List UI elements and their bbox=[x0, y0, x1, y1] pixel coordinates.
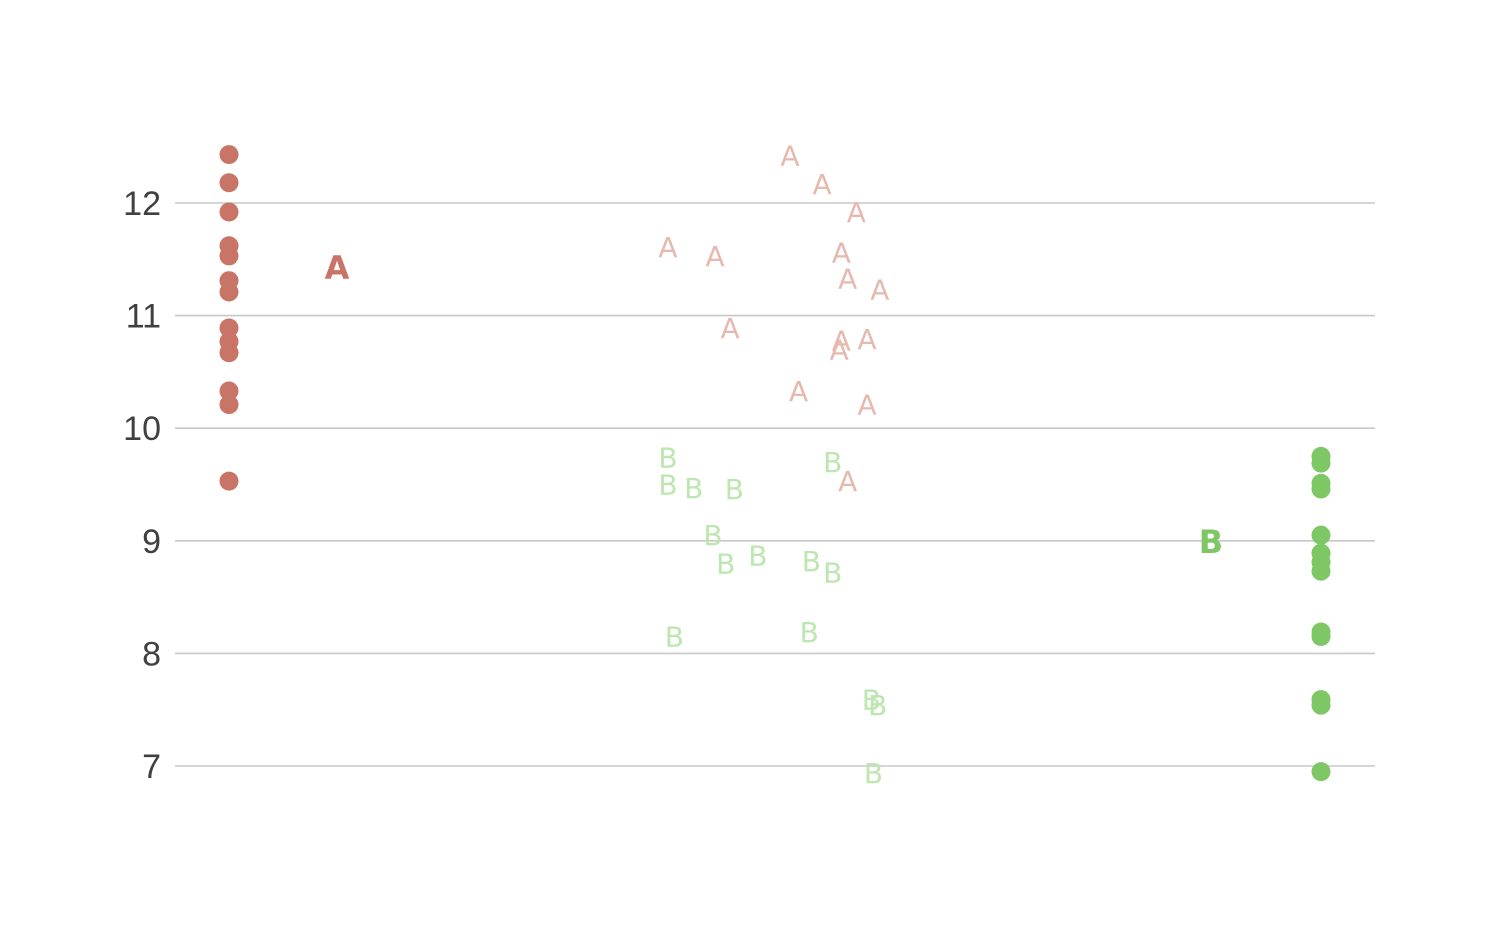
strip-point-A-10 bbox=[219, 381, 239, 401]
scatter-label-B-2: B bbox=[684, 472, 703, 505]
scatter-label-A-7: A bbox=[838, 262, 857, 295]
strip-point-A-11 bbox=[219, 395, 239, 415]
scatter-label-B-5: B bbox=[716, 547, 735, 580]
scatter-label-A-11: A bbox=[830, 333, 849, 366]
scatter-label-A-5: A bbox=[847, 196, 866, 229]
strip-point-A-9 bbox=[219, 343, 239, 363]
strip-point-A-0 bbox=[219, 145, 239, 165]
scatter-label-B-0: B bbox=[658, 441, 677, 474]
group-label-layer: AB bbox=[325, 249, 1224, 561]
y-axis-ticks: 7 8 9 10 11 12 bbox=[123, 185, 161, 786]
strip-point-A-4 bbox=[219, 246, 239, 266]
strip-point-B-9 bbox=[1311, 627, 1331, 647]
scatter-label-B-14: B bbox=[864, 757, 883, 790]
scatter-label-B-7: B bbox=[802, 545, 821, 578]
scatter-label-B-8: B bbox=[823, 556, 842, 589]
scatter-label-B-9: B bbox=[823, 446, 842, 479]
scatter-label-A-14: A bbox=[838, 465, 857, 498]
scatter-label-B-10: B bbox=[665, 621, 684, 654]
scatter-label-A-4: A bbox=[813, 168, 832, 201]
strip-point-B-12 bbox=[1311, 762, 1331, 782]
scatter-label-A-13: A bbox=[857, 389, 876, 422]
strip-point-B-11 bbox=[1311, 695, 1331, 715]
strip-point-A-12 bbox=[219, 471, 239, 491]
strip-point-A-2 bbox=[219, 202, 239, 222]
scatter-label-A-8: A bbox=[870, 274, 889, 307]
y-tick-label-10: 10 bbox=[123, 410, 161, 448]
strip-point-A-1 bbox=[219, 173, 239, 193]
y-tick-label-11: 11 bbox=[126, 298, 161, 336]
strip-point-B-7 bbox=[1311, 561, 1331, 581]
scatter-label-B-3: B bbox=[725, 473, 744, 506]
scatter-label-B-11: B bbox=[800, 616, 819, 649]
strip-point-A-6 bbox=[219, 282, 239, 302]
y-tick-label-9: 9 bbox=[142, 523, 161, 561]
strip-point-A-7 bbox=[219, 318, 239, 338]
group-label-A: A bbox=[325, 249, 350, 287]
strip-point-layer bbox=[219, 145, 1331, 782]
scatter-label-B-6: B bbox=[748, 539, 767, 572]
scatter-label-A-12: A bbox=[857, 323, 876, 356]
scatter-label-A-1: A bbox=[706, 240, 725, 273]
scatter-label-A-2: A bbox=[720, 312, 739, 345]
strip-point-B-3 bbox=[1311, 479, 1331, 499]
scatter-label-B-12: B bbox=[862, 684, 881, 717]
strip-point-B-1 bbox=[1311, 453, 1331, 473]
scatter-label-B-4: B bbox=[703, 519, 722, 552]
y-tick-label-7: 7 bbox=[142, 748, 161, 786]
scatter-label-B-13: B bbox=[868, 689, 887, 722]
y-tick-label-12: 12 bbox=[123, 185, 161, 223]
grid-layer bbox=[175, 202, 1375, 767]
strip-point-B-4 bbox=[1311, 525, 1331, 545]
scatter-label-A-6: A bbox=[832, 237, 851, 270]
scatter-label-A-9: A bbox=[789, 375, 808, 408]
scatter-label-A-3: A bbox=[780, 140, 799, 173]
scatter-label-B-1: B bbox=[658, 469, 677, 502]
scatter-label-A-0: A bbox=[658, 231, 677, 264]
scatter-label-A-10: A bbox=[832, 324, 851, 357]
group-label-B: B bbox=[1199, 523, 1223, 561]
y-tick-label-8: 8 bbox=[142, 635, 161, 673]
